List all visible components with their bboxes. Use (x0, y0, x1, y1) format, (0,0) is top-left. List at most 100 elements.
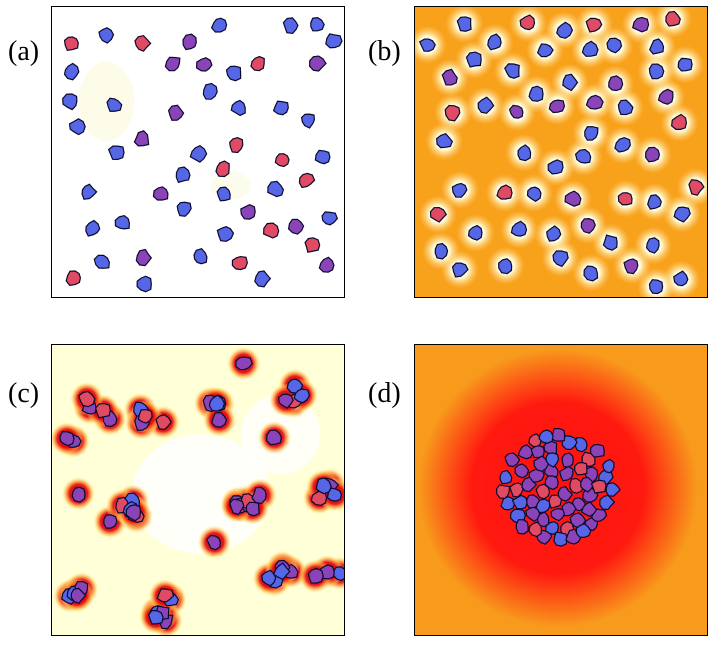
cell (599, 494, 616, 511)
cell (309, 55, 327, 72)
cell (134, 34, 152, 52)
cell (326, 487, 343, 502)
cell (517, 144, 532, 162)
cell (519, 14, 536, 31)
cell (688, 179, 705, 196)
cell (602, 234, 618, 251)
cell (261, 569, 277, 587)
cell (665, 10, 681, 27)
panel-c-label: (c) (8, 378, 40, 409)
cell (544, 475, 559, 491)
cell (65, 270, 82, 287)
cell (175, 166, 191, 184)
cell (535, 498, 551, 514)
cell (189, 144, 208, 163)
panel-d (414, 344, 708, 636)
cell (206, 534, 221, 551)
cell (537, 511, 550, 528)
cell (495, 484, 511, 499)
cell (525, 506, 541, 522)
cell (114, 215, 130, 230)
cell (106, 97, 123, 112)
cell (164, 56, 181, 72)
cell (499, 469, 513, 485)
cell (325, 33, 343, 49)
cell (552, 250, 569, 268)
cell (590, 479, 607, 494)
cell (251, 486, 267, 505)
cell (647, 194, 662, 210)
cell (508, 104, 524, 119)
panel-a (51, 6, 345, 298)
cell (93, 254, 110, 269)
cell (137, 408, 153, 424)
cell (321, 211, 339, 226)
cell (63, 36, 79, 51)
cell (196, 57, 213, 72)
cell (230, 99, 246, 117)
cell (266, 429, 282, 446)
cell (210, 412, 228, 428)
cell (314, 149, 331, 165)
cell (225, 65, 242, 82)
cell (81, 183, 98, 200)
panel-a-label: (a) (8, 36, 40, 67)
cell (535, 483, 551, 500)
cell (536, 43, 554, 58)
cell (521, 476, 538, 493)
cell (515, 519, 529, 535)
cell (581, 40, 599, 57)
cell (574, 437, 588, 453)
cell (547, 159, 564, 175)
cell (605, 482, 621, 497)
cell (589, 444, 605, 458)
cell (553, 531, 568, 547)
panel-d-image (415, 345, 707, 635)
cell (216, 226, 235, 242)
cell (583, 265, 599, 282)
cell (307, 567, 324, 584)
cell (282, 17, 299, 35)
cell (546, 225, 562, 242)
cell (78, 390, 96, 408)
cell (538, 429, 554, 444)
cell (477, 96, 495, 114)
cell (155, 414, 172, 431)
cell (606, 37, 623, 54)
panel-b (414, 6, 708, 298)
cell (272, 100, 289, 116)
cell (451, 262, 469, 278)
cell (517, 444, 534, 460)
cell (63, 62, 80, 81)
panel-d-label: (d) (368, 378, 401, 409)
cell (434, 242, 449, 260)
cell (98, 27, 115, 44)
cell (500, 496, 516, 511)
cell (250, 55, 265, 72)
cell (156, 588, 175, 603)
cell (511, 494, 528, 510)
cell (569, 477, 584, 494)
cell (278, 393, 294, 409)
cell (550, 507, 565, 522)
cell (677, 57, 693, 72)
cell (147, 609, 164, 625)
cell (429, 207, 448, 223)
cell (617, 192, 633, 206)
cell (648, 279, 664, 295)
cell (418, 38, 436, 52)
cell (585, 94, 604, 110)
cell (135, 248, 153, 267)
cell (254, 270, 272, 288)
cell (575, 522, 592, 538)
cell (559, 465, 574, 482)
cell (574, 461, 588, 476)
cell (581, 501, 598, 517)
cell (216, 186, 231, 202)
cell (617, 99, 634, 116)
panel-b-label: (b) (368, 36, 401, 67)
cell (585, 17, 603, 33)
cell (465, 51, 482, 68)
cell (441, 68, 458, 86)
panel-a-image (52, 7, 344, 297)
